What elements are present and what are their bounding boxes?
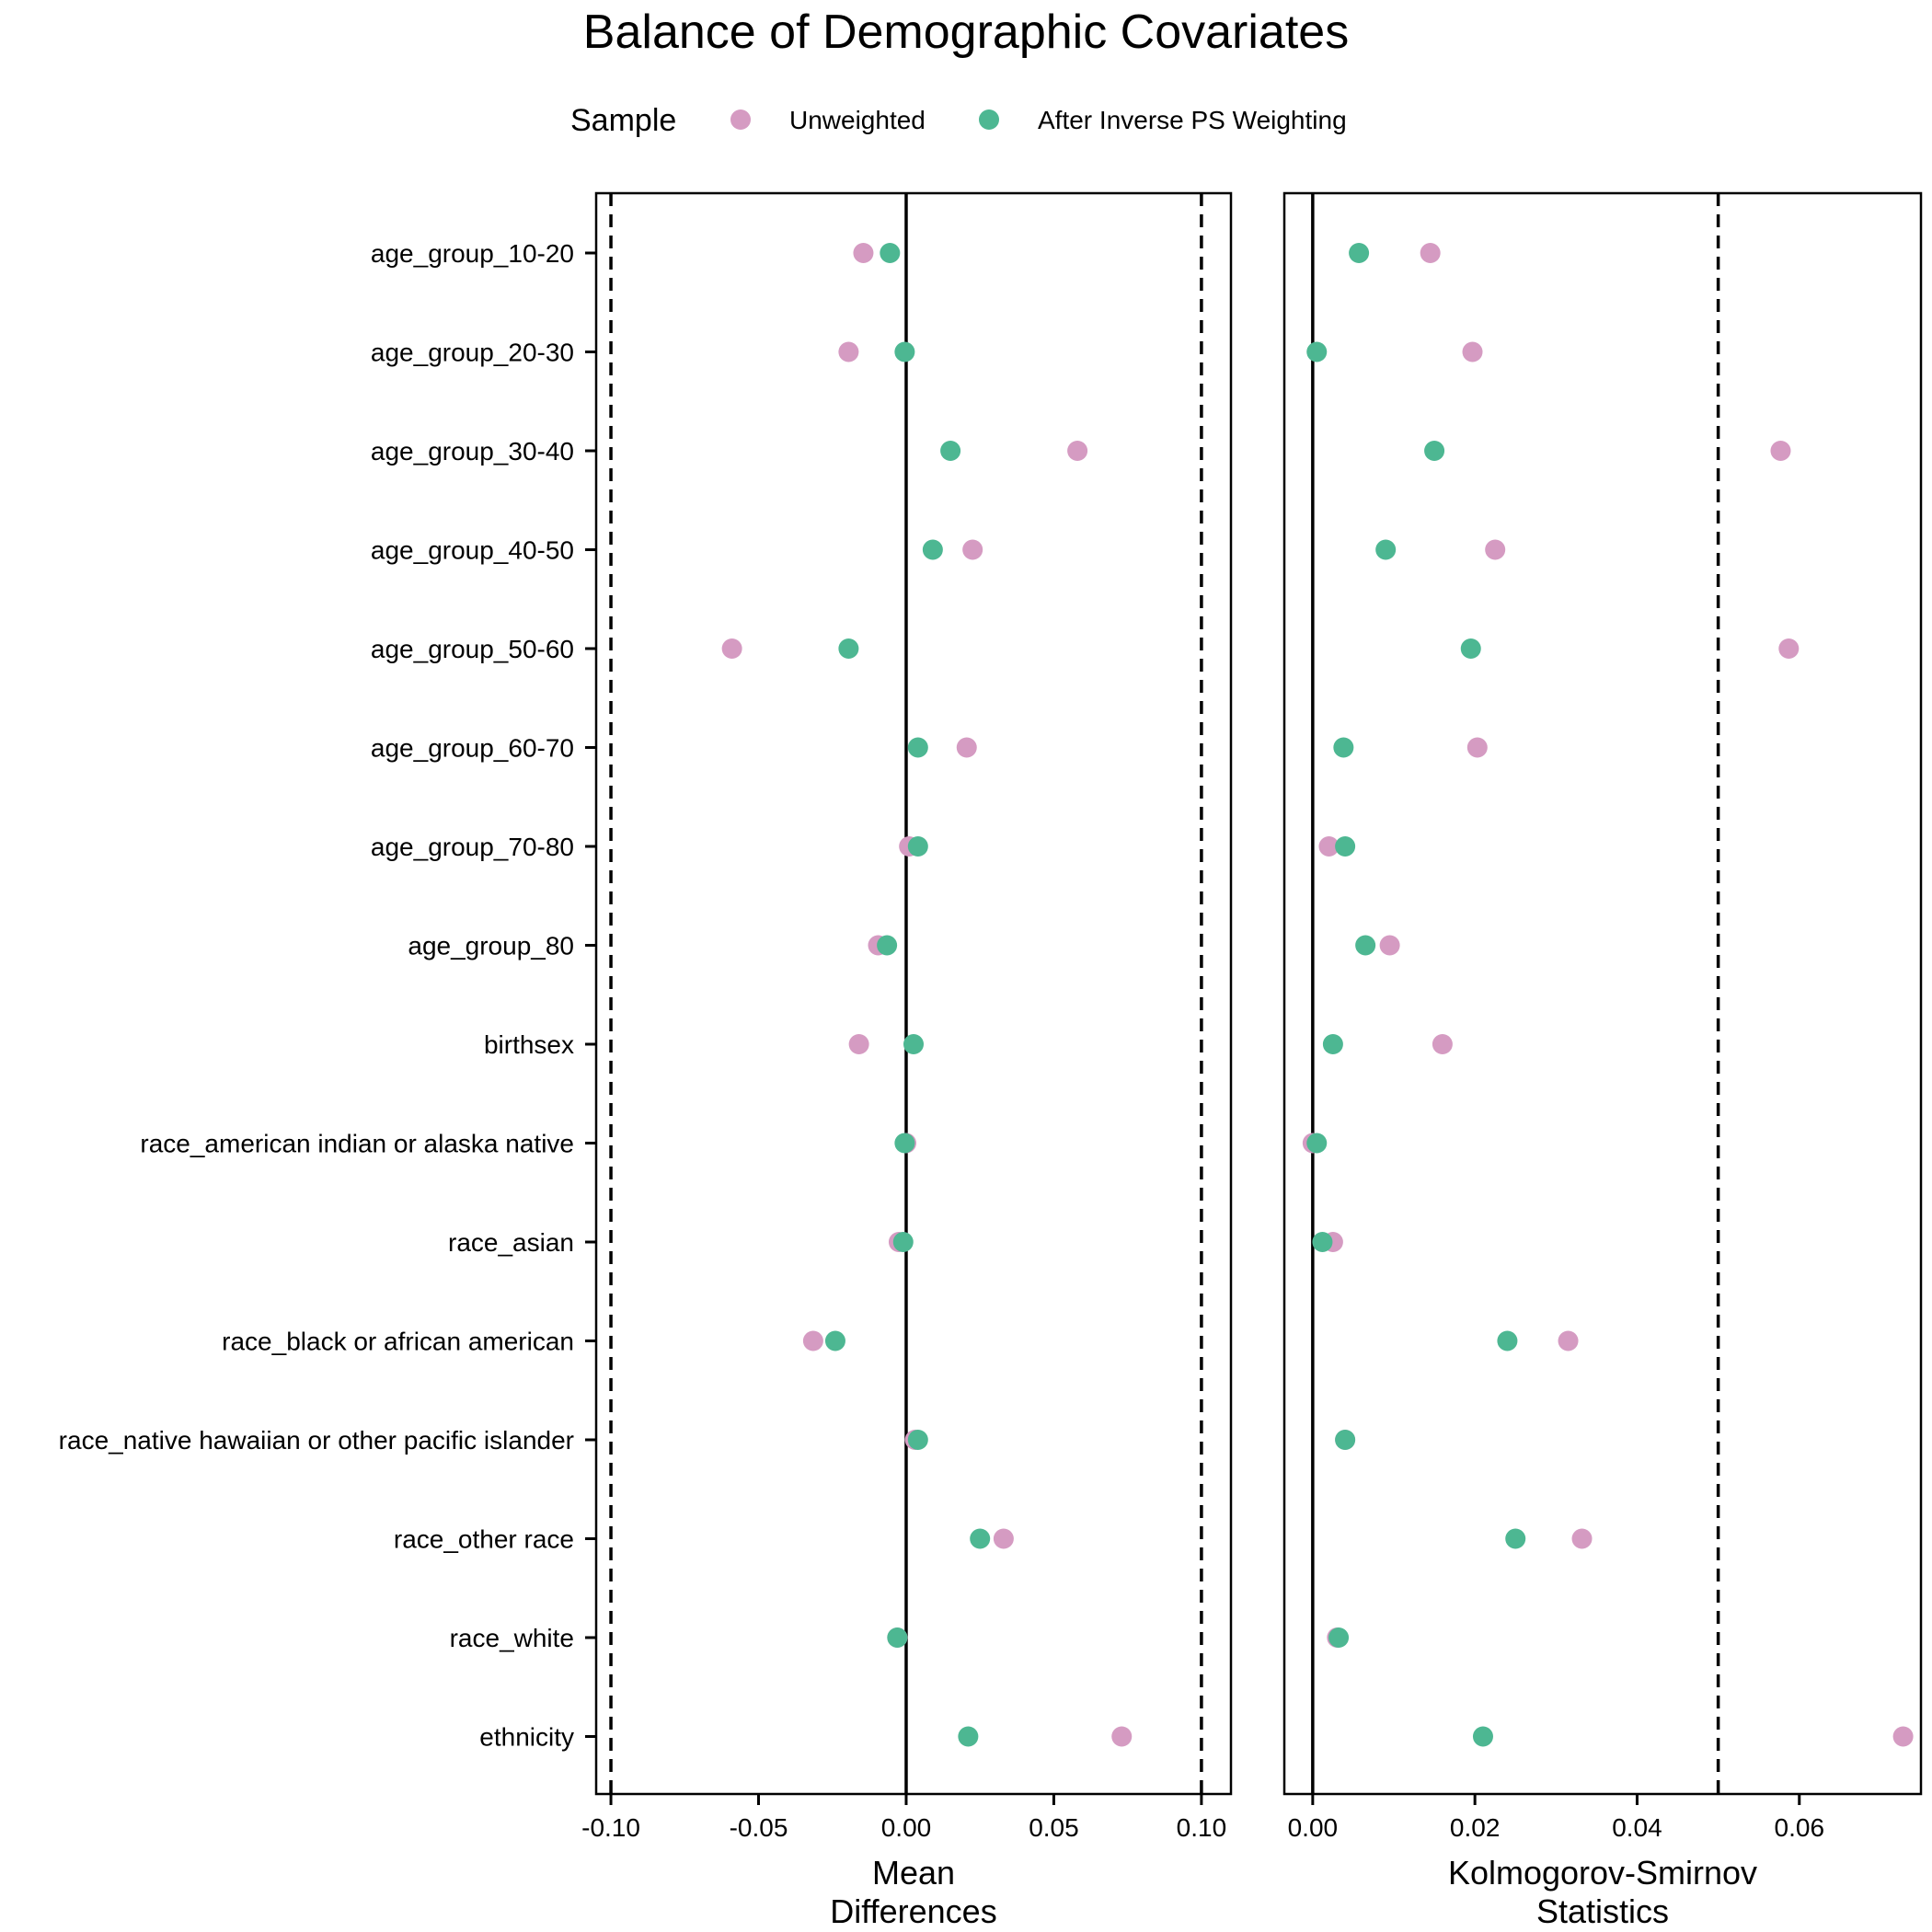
- point-after-weighting: [1472, 1726, 1493, 1747]
- x-tick-label: -0.10: [581, 1813, 640, 1842]
- legend-marker-after-weighting: [979, 109, 999, 130]
- point-after-weighting: [1375, 539, 1397, 560]
- point-unweighted: [956, 737, 977, 758]
- legend: Sample Unweighted After Inverse PS Weigh…: [570, 103, 1347, 138]
- point-after-weighting: [1335, 1430, 1356, 1450]
- legend-title: Sample: [570, 103, 676, 138]
- point-after-weighting: [970, 1528, 991, 1549]
- point-unweighted: [1778, 638, 1800, 659]
- point-after-weighting: [1312, 1232, 1333, 1252]
- point-after-weighting: [907, 836, 928, 857]
- point-after-weighting: [880, 243, 901, 263]
- y-tick-label: age_group_60-70: [371, 734, 574, 763]
- panel-frame: [594, 191, 1233, 1796]
- point-after-weighting: [1424, 441, 1445, 461]
- point-after-weighting: [922, 539, 943, 560]
- point-after-weighting: [940, 441, 961, 461]
- point-after-weighting: [907, 737, 928, 758]
- point-after-weighting: [877, 935, 898, 956]
- point-after-weighting: [894, 1133, 915, 1154]
- panels: age_group_10-20 age_group_20-30 age_group_…: [59, 191, 1923, 1930]
- point-unweighted: [993, 1528, 1014, 1549]
- point-unweighted: [1770, 441, 1791, 461]
- point-after-weighting: [1333, 737, 1354, 758]
- point-after-weighting: [1497, 1330, 1518, 1351]
- point-unweighted: [1462, 341, 1483, 362]
- point-after-weighting: [1306, 341, 1328, 362]
- y-tick-label: age_group_70-80: [371, 833, 574, 861]
- point-after-weighting: [838, 638, 859, 659]
- panel-frame: [1282, 191, 1923, 1796]
- point-unweighted: [1892, 1726, 1914, 1747]
- point-unweighted: [962, 539, 983, 560]
- point-unweighted: [802, 1330, 823, 1351]
- point-unweighted: [1420, 243, 1441, 263]
- point-unweighted: [1432, 1034, 1453, 1054]
- y-tick-label: race_american indian or alaska native: [140, 1130, 574, 1158]
- y-tick-label: birthsex: [484, 1030, 574, 1059]
- point-unweighted: [721, 638, 742, 659]
- point-after-weighting: [1322, 1034, 1343, 1054]
- x-axis-title: Kolmogorov-Smirnov: [1448, 1854, 1757, 1892]
- point-unweighted: [1067, 441, 1088, 461]
- point-after-weighting: [1460, 638, 1481, 659]
- legend-label-after-weighting: After Inverse PS Weighting: [1038, 106, 1347, 134]
- point-after-weighting: [903, 1034, 924, 1054]
- y-tick-label: ethnicity: [479, 1723, 574, 1752]
- point-after-weighting: [892, 1232, 914, 1252]
- point-after-weighting: [894, 341, 915, 362]
- point-unweighted: [1318, 836, 1340, 857]
- point-after-weighting: [1505, 1528, 1526, 1549]
- legend-marker-unweighted: [730, 109, 751, 130]
- point-unweighted: [1558, 1330, 1579, 1351]
- x-tick-label: 0.02: [1450, 1813, 1501, 1842]
- y-tick-label: age_group_20-30: [371, 339, 574, 367]
- x-axis-title: Statistics: [1536, 1892, 1669, 1930]
- point-unweighted: [1485, 539, 1506, 560]
- x-tick-label: 0.10: [1177, 1813, 1227, 1842]
- point-unweighted: [1111, 1726, 1133, 1747]
- point-after-weighting: [907, 1430, 928, 1450]
- point-unweighted: [1571, 1528, 1593, 1549]
- legend-label-unweighted: Unweighted: [789, 106, 926, 134]
- point-after-weighting: [887, 1627, 908, 1648]
- y-tick-label: race_asian: [448, 1228, 574, 1257]
- point-after-weighting: [1306, 1133, 1328, 1154]
- point-after-weighting: [1335, 836, 1356, 857]
- y-tick-label: age_group_40-50: [371, 536, 574, 565]
- point-unweighted: [1379, 935, 1400, 956]
- point-unweighted: [838, 341, 859, 362]
- x-tick-label: 0.00: [1288, 1813, 1339, 1842]
- chart-title: Balance of Demographic Covariates: [583, 6, 1349, 59]
- y-tick-label: race_other race: [394, 1525, 574, 1554]
- y-tick-label: race_white: [450, 1624, 574, 1652]
- point-after-weighting: [824, 1330, 845, 1351]
- x-tick-label: 0.00: [881, 1813, 932, 1842]
- x-tick-label: -0.05: [730, 1813, 788, 1842]
- y-tick-label: race_native hawaiian or other pacific is…: [59, 1426, 574, 1455]
- point-after-weighting: [1355, 935, 1376, 956]
- x-tick-label: 0.06: [1775, 1813, 1825, 1842]
- point-unweighted: [853, 243, 874, 263]
- point-after-weighting: [1328, 1627, 1350, 1648]
- x-tick-label: 0.04: [1612, 1813, 1662, 1842]
- point-after-weighting: [1349, 243, 1370, 263]
- point-unweighted: [1466, 737, 1488, 758]
- point-after-weighting: [958, 1726, 979, 1747]
- y-tick-label: age_group_80: [408, 932, 574, 960]
- y-tick-label: age_group_50-60: [371, 635, 574, 663]
- point-unweighted: [848, 1034, 869, 1054]
- y-tick-label: age_group_30-40: [371, 437, 574, 466]
- x-tick-label: 0.05: [1029, 1813, 1079, 1842]
- x-axis-title: Mean: [872, 1854, 955, 1892]
- y-tick-label: race_black or african american: [222, 1328, 574, 1356]
- x-axis-title: Differences: [830, 1892, 996, 1930]
- y-tick-label: age_group_10-20: [371, 239, 574, 268]
